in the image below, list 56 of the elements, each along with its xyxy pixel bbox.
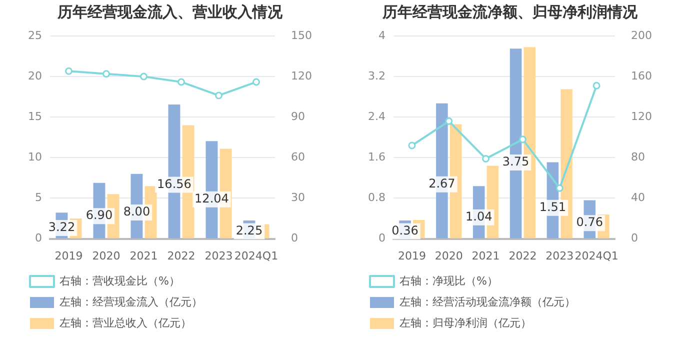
data-label: 1.04 [466,210,492,224]
data-label: 0.76 [576,215,603,230]
x-tick-label: 2020 [92,249,120,262]
y2-tick-label: 90 [291,110,306,123]
x-tick-label: 2019 [398,249,426,262]
x-tick-label: 2023 [546,249,574,262]
y-tick-label: 1.6 [368,150,386,164]
x-tick-label: 2021 [472,249,500,262]
y-tick-label: 25 [28,28,42,42]
y2-tick-label: 0 [631,232,638,245]
x-tick-label: 2021 [130,249,158,262]
data-label: 3.22 [48,220,76,234]
data-label: 6.90 [86,208,113,222]
x-tick-label: 2022 [508,249,537,262]
legend-label: 右轴：净现比（%） [400,274,498,288]
y2-tick-label: 60 [291,150,306,164]
legend-label: 左轴：经营活动现金流净额（亿元） [400,295,576,308]
data-label: 3.75 [502,154,530,169]
y2-tick-label: 120 [631,110,652,123]
y-tick-label: 3.2 [368,69,386,82]
data-label: 0.36 [392,223,418,238]
chart-title: 历年经营现金流入、营业收入情况 [56,2,284,21]
y-tick-label: 10 [28,150,42,164]
y2-tick-label: 120 [291,69,312,82]
chart-title: 历年经营现金流净额、归母净利润情况 [382,2,638,21]
legend-label: 右轴：营收现金比（%） [60,274,180,288]
x-tick-label: 2023 [204,249,233,262]
x-tick-label: 2022 [167,249,196,262]
y-tick-label: 0 [34,232,42,245]
y-tick-label: 15 [28,110,42,123]
legend-label: 左轴：经营现金流入（亿元） [60,295,202,308]
y2-tick-label: 150 [291,28,312,42]
y-tick-label: 0 [378,232,386,245]
legend-label: 左轴：归母净利润（亿元） [400,316,532,330]
y-tick-label: 0.8 [368,191,386,204]
y2-tick-label: 200 [631,28,652,42]
x-tick-label: 2024Q1 [574,249,618,262]
y2-tick-label: 0 [291,232,298,245]
y2-tick-label: 160 [631,69,652,82]
data-label: 16.56 [157,176,192,191]
y-tick-label: 5 [34,191,42,204]
y2-tick-label: 80 [631,150,646,164]
data-label: 8.00 [123,204,150,219]
data-label: 12.04 [194,192,229,206]
x-tick-label: 2020 [434,249,463,262]
y-tick-label: 4 [378,28,386,42]
x-tick-label: 2024Q1 [234,249,278,262]
legend-label: 左轴：营业总收入（亿元） [60,316,192,330]
data-label: 2.67 [428,176,456,190]
data-label: 1.51 [539,200,566,214]
y2-tick-label: 40 [631,191,646,204]
y-tick-label: 2.4 [368,110,386,123]
data-label: 2.25 [236,223,263,238]
y2-tick-label: 30 [291,191,306,204]
y-tick-label: 20 [28,69,42,82]
x-tick-label: 2019 [54,249,83,262]
